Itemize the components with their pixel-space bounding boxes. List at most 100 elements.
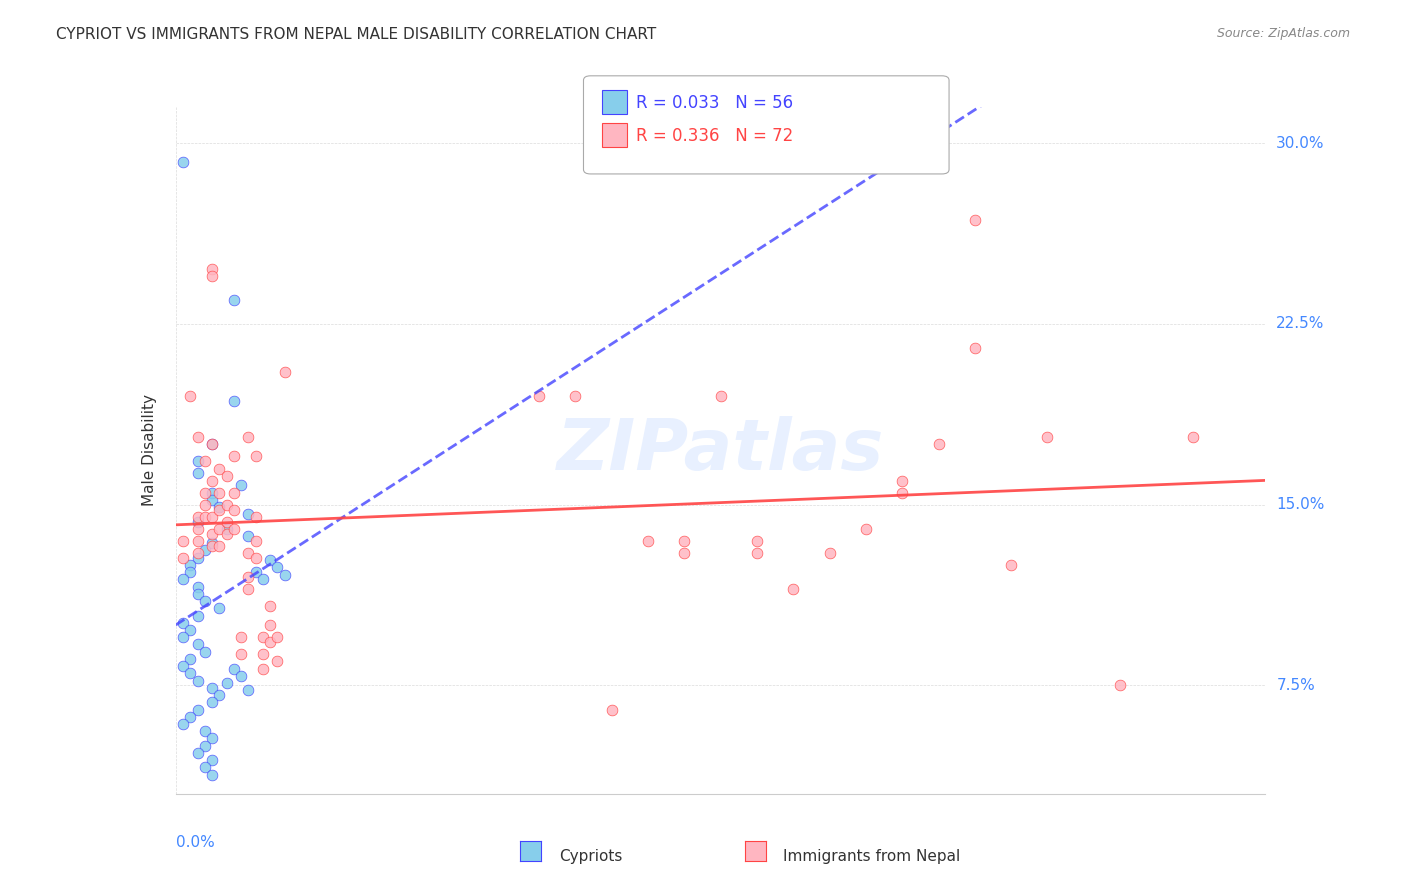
Text: R = 0.033   N = 56: R = 0.033 N = 56 xyxy=(636,94,793,112)
Text: 0.0%: 0.0% xyxy=(176,835,215,850)
Point xyxy=(222,522,245,536)
Point xyxy=(186,522,209,536)
Point xyxy=(818,546,841,560)
Point xyxy=(222,502,245,516)
Point xyxy=(673,533,696,548)
Point xyxy=(201,492,224,507)
Point xyxy=(259,618,281,632)
Text: 15.0%: 15.0% xyxy=(1277,497,1324,512)
Point xyxy=(186,515,209,529)
Point xyxy=(891,485,914,500)
Point xyxy=(252,630,274,644)
Point xyxy=(208,601,231,615)
Point xyxy=(259,553,281,567)
Point xyxy=(215,676,238,690)
Point xyxy=(245,450,267,464)
Point xyxy=(1181,430,1204,444)
Point xyxy=(637,533,659,548)
Point xyxy=(201,509,224,524)
Point xyxy=(194,543,217,558)
Point xyxy=(179,623,201,637)
Point xyxy=(266,560,288,574)
Point xyxy=(172,659,194,673)
Point xyxy=(231,630,253,644)
Point xyxy=(186,546,209,560)
Text: 7.5%: 7.5% xyxy=(1277,678,1315,693)
Point xyxy=(201,681,224,695)
Point xyxy=(186,702,209,716)
Point xyxy=(172,550,194,565)
Point xyxy=(186,608,209,623)
Point xyxy=(201,695,224,709)
Point xyxy=(208,688,231,702)
Point xyxy=(1036,430,1059,444)
Point xyxy=(222,394,245,409)
Point xyxy=(179,565,201,579)
Point xyxy=(710,389,733,403)
Point xyxy=(222,293,245,307)
Point xyxy=(201,526,224,541)
Point xyxy=(201,437,224,451)
Point xyxy=(186,467,209,481)
Point xyxy=(201,753,224,767)
Point xyxy=(172,630,194,644)
Point xyxy=(745,546,768,560)
Text: 30.0%: 30.0% xyxy=(1277,136,1324,151)
Point xyxy=(1109,678,1132,692)
Point xyxy=(231,478,253,492)
Point xyxy=(564,389,586,403)
Point xyxy=(231,669,253,683)
Point xyxy=(172,615,194,630)
Point xyxy=(259,599,281,613)
Point xyxy=(215,526,238,541)
Point xyxy=(600,702,623,716)
Point xyxy=(201,261,224,276)
Text: 22.5%: 22.5% xyxy=(1277,317,1324,332)
Point xyxy=(186,637,209,651)
Point xyxy=(208,522,231,536)
Y-axis label: Male Disability: Male Disability xyxy=(142,394,157,507)
Text: Source: ZipAtlas.com: Source: ZipAtlas.com xyxy=(1216,27,1350,40)
Point xyxy=(222,662,245,676)
Point xyxy=(238,430,260,444)
Point xyxy=(201,437,224,451)
Point xyxy=(891,474,914,488)
Point xyxy=(963,341,986,355)
Point xyxy=(245,565,267,579)
Point xyxy=(855,522,877,536)
Point xyxy=(186,580,209,594)
Point xyxy=(245,550,267,565)
Point xyxy=(238,683,260,698)
Point xyxy=(186,454,209,468)
Point xyxy=(673,546,696,560)
Point xyxy=(194,760,217,774)
Text: Cypriots: Cypriots xyxy=(558,849,623,863)
Point xyxy=(208,502,231,516)
Text: R = 0.336   N = 72: R = 0.336 N = 72 xyxy=(636,128,793,145)
Point xyxy=(172,717,194,731)
Point xyxy=(186,533,209,548)
Point xyxy=(245,533,267,548)
Point xyxy=(194,594,217,608)
Point xyxy=(208,539,231,553)
Point xyxy=(215,468,238,483)
Point xyxy=(179,666,201,681)
Point xyxy=(245,509,267,524)
Point xyxy=(963,213,986,227)
Point xyxy=(782,582,804,596)
Point xyxy=(186,430,209,444)
Point xyxy=(186,550,209,565)
Point xyxy=(231,647,253,661)
Point xyxy=(208,500,231,514)
Point xyxy=(238,570,260,584)
Text: Immigrants from Nepal: Immigrants from Nepal xyxy=(783,849,960,863)
Point xyxy=(186,673,209,688)
Point xyxy=(201,767,224,781)
Point xyxy=(238,529,260,543)
Point xyxy=(215,522,238,536)
Point xyxy=(201,539,224,553)
Point xyxy=(266,630,288,644)
Point xyxy=(194,739,217,753)
Point xyxy=(194,645,217,659)
Text: CYPRIOT VS IMMIGRANTS FROM NEPAL MALE DISABILITY CORRELATION CHART: CYPRIOT VS IMMIGRANTS FROM NEPAL MALE DI… xyxy=(56,27,657,42)
